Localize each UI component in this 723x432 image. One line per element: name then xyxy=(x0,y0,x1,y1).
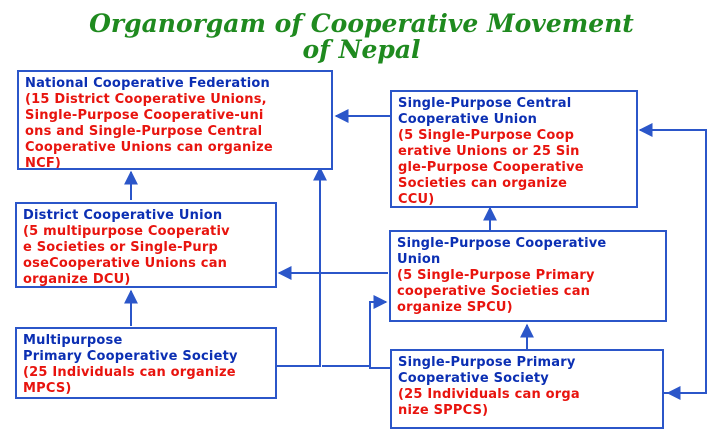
ccu-title: Single-Purpose Central Cooperative Union xyxy=(398,96,572,127)
spcu-description: (5 Single-Purpose Primary cooperative So… xyxy=(397,268,595,315)
ncf-description: (15 District Cooperative Unions, Single-… xyxy=(25,92,273,170)
arrow-mpcs-to-ncf xyxy=(276,166,327,367)
arrow-trunk-to-spcu xyxy=(369,295,388,368)
spcu-title: Single-Purpose Cooperative Union xyxy=(397,236,607,267)
ccu-description: (5 Single-Purpose Coop erative Unions or… xyxy=(398,128,584,207)
mpcs-title: Multipurpose Primary Cooperative Society xyxy=(23,333,238,364)
ncf-title: National Cooperative Federation xyxy=(25,76,270,91)
district-cooperative-union-box: District Cooperative Union (5 multipurpo… xyxy=(15,202,277,288)
dcu-description: (5 multipurpose Cooperativ e Societies o… xyxy=(23,224,230,287)
sppcs-description: (25 Individuals can orga nize SPPCS) xyxy=(398,387,580,418)
national-cooperative-federation-box: National Cooperative Federation (15 Dist… xyxy=(17,70,333,170)
mpcs-description: (25 Individuals can organize MPCS) xyxy=(23,365,236,396)
dcu-title: District Cooperative Union xyxy=(23,208,223,223)
single-purpose-primary-cooperative-society-box: Single-Purpose Primary Cooperative Socie… xyxy=(390,349,664,429)
single-purpose-central-cooperative-union-box: Single-Purpose Central Cooperative Union… xyxy=(390,90,638,208)
sppcs-title: Single-Purpose Primary Cooperative Socie… xyxy=(398,355,576,386)
multipurpose-primary-cooperative-society-box: Multipurpose Primary Cooperative Society… xyxy=(15,327,277,399)
single-purpose-cooperative-union-box: Single-Purpose Cooperative Union (5 Sing… xyxy=(389,230,667,322)
diagram-title-line-1: Organorgam of Cooperative Movement xyxy=(89,9,634,38)
arrow-sppcs-to-trunk xyxy=(322,365,390,369)
diagram-title-line-2: of Nepal xyxy=(302,35,421,64)
